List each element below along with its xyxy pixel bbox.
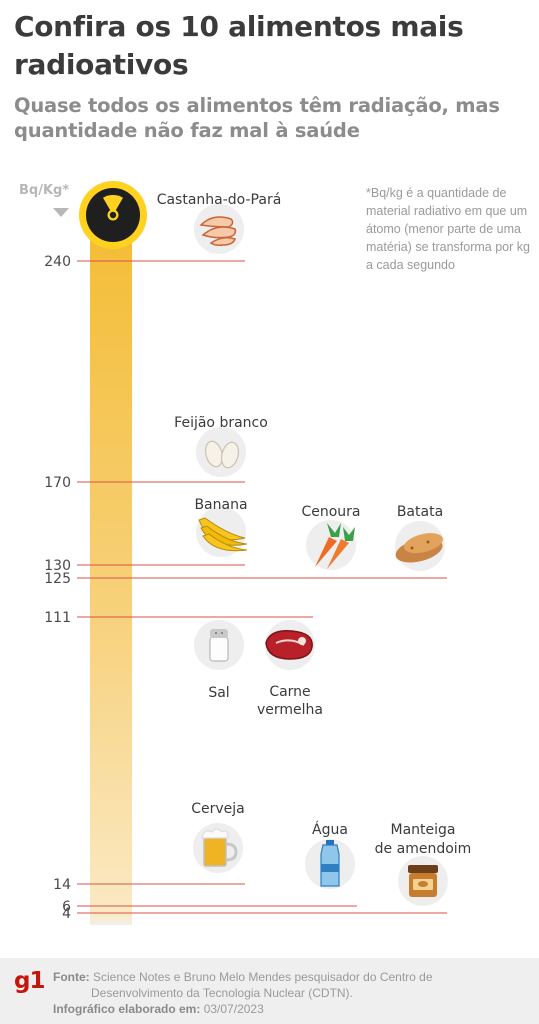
tick-label: 125: [44, 571, 71, 587]
food-label: Batata: [397, 504, 443, 520]
unit-arrow-icon: [53, 208, 69, 217]
tick-label: 14: [53, 877, 71, 893]
potato-icon: [395, 521, 445, 571]
salt-shaker-icon: [194, 620, 244, 670]
page-subtitle: Quase todos os alimentos têm radiação, m…: [14, 94, 500, 142]
unit-label: Bq/Kg*: [19, 183, 70, 198]
scale-bar-tail: [90, 913, 132, 925]
food-label: Sal: [208, 685, 229, 701]
source-text: Fonte: Science Notes e Bruno Melo Mendes…: [53, 969, 523, 1001]
credit-label: Infográfico elaborado em:: [53, 1002, 201, 1016]
white-bean-icon: [196, 427, 246, 477]
water-bottle-icon: [305, 839, 355, 889]
footer: g1 Fonte: Science Notes e Bruno Melo Men…: [0, 958, 539, 1024]
food-label: Manteiga: [391, 822, 456, 838]
tick-label: 6: [62, 899, 71, 915]
food-label: Banana: [194, 497, 247, 513]
tick-label: 240: [44, 254, 71, 270]
food-label: Água: [312, 821, 348, 838]
food-label: Carne: [269, 684, 310, 700]
food-label: de amendoim: [375, 841, 472, 857]
source-line-2: Desenvolvimento da Tecnologia Nuclear (C…: [91, 986, 353, 1000]
tick-label: 4: [62, 906, 71, 922]
g1-logo: g1: [14, 968, 45, 994]
page-title: Confira os 10 alimentos mais radioativos: [14, 10, 464, 81]
peanut-butter-icon: [398, 856, 448, 906]
tick-label: 111: [44, 610, 71, 626]
food-label: vermelha: [257, 702, 323, 718]
radiation-icon: [79, 181, 147, 249]
banana-icon: [196, 507, 248, 557]
food-label: Cenoura: [301, 504, 360, 520]
food-label: Feijão branco: [174, 415, 268, 431]
unit-note: *Bq/kg é a quantidade de material radiat…: [366, 186, 530, 272]
beer-mug-icon: [193, 823, 243, 873]
food-label: Cerveja: [191, 801, 245, 817]
source-label: Fonte:: [53, 970, 90, 984]
tick-label: 170: [44, 475, 71, 491]
food-label: Castanha-do-Pará: [157, 192, 282, 208]
tick-label: 130: [44, 558, 71, 574]
carrot-icon: [306, 520, 356, 570]
credit-date: 03/07/2023: [203, 1002, 264, 1016]
credit-text: Infográfico elaborado em: 03/07/2023: [53, 1002, 264, 1016]
steak-icon: [265, 620, 315, 670]
brazil-nut-icon: [194, 204, 244, 254]
scale-bar: [90, 230, 132, 913]
source-line-1: Science Notes e Bruno Melo Mendes pesqui…: [93, 970, 433, 984]
